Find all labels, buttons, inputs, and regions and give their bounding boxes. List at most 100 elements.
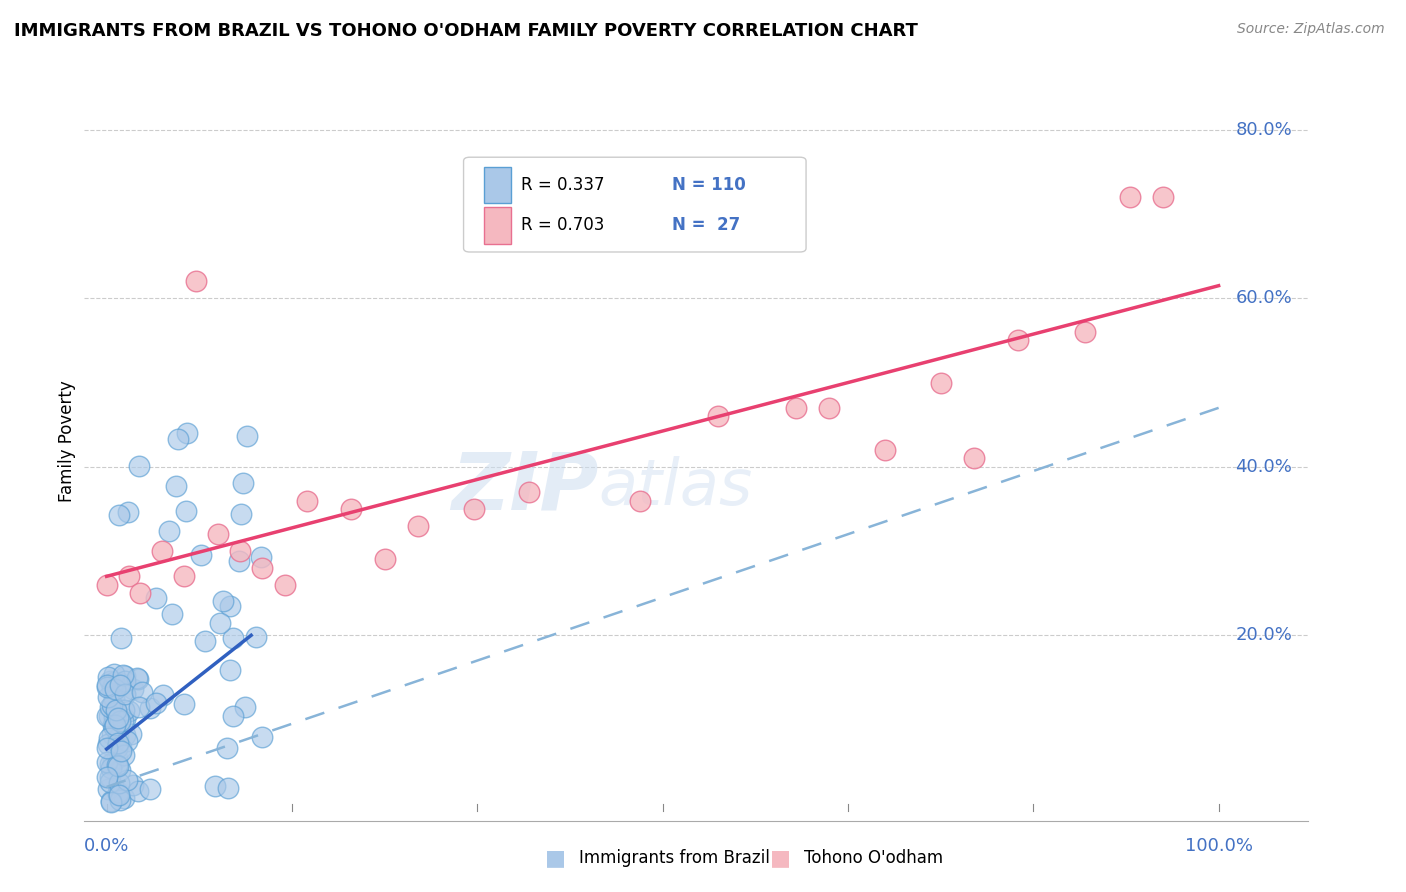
Point [160, 607, 183, 622]
Point [121, 681, 143, 696]
Point [190, 548, 212, 562]
Point [374, 552, 396, 566]
Point [963, 451, 986, 466]
Point [103, 675, 125, 690]
Point [139, 701, 162, 715]
Point [96, 770, 118, 784]
Point [108, 678, 131, 692]
Point [118, 569, 141, 583]
Point [929, 376, 952, 390]
Point [235, 699, 257, 714]
Point [228, 554, 250, 568]
Point [1152, 190, 1174, 204]
Point [127, 783, 149, 797]
Text: 100.0%: 100.0% [1185, 838, 1253, 855]
Text: R = 0.703: R = 0.703 [522, 217, 605, 235]
Point [218, 663, 240, 677]
Point [103, 667, 125, 681]
Point [98, 673, 121, 688]
Point [111, 668, 134, 682]
Point [785, 401, 807, 415]
Point [110, 740, 132, 755]
Text: N = 110: N = 110 [672, 177, 745, 194]
Point [101, 755, 124, 769]
Point [96, 755, 118, 769]
Point [232, 475, 254, 490]
Point [100, 700, 122, 714]
Point [105, 751, 128, 765]
Point [107, 787, 129, 801]
Point [107, 736, 129, 750]
Point [110, 631, 132, 645]
Point [463, 502, 485, 516]
Text: ■: ■ [770, 848, 790, 868]
Point [118, 704, 141, 718]
Point [252, 561, 274, 575]
Point [110, 763, 132, 777]
Point [101, 718, 124, 732]
Point [108, 714, 131, 729]
Point [108, 793, 131, 807]
Point [208, 615, 231, 630]
Point [217, 780, 239, 795]
Text: N =  27: N = 27 [672, 217, 740, 235]
Text: IMMIGRANTS FROM BRAZIL VS TOHONO O'ODHAM FAMILY POVERTY CORRELATION CHART: IMMIGRANTS FROM BRAZIL VS TOHONO O'ODHAM… [14, 22, 918, 40]
Point [406, 518, 429, 533]
Text: 60.0%: 60.0% [1236, 289, 1292, 308]
Point [129, 586, 152, 600]
Text: 80.0%: 80.0% [1236, 120, 1292, 139]
Point [97, 670, 120, 684]
Point [221, 631, 243, 645]
Point [112, 791, 135, 805]
FancyBboxPatch shape [484, 167, 512, 203]
Text: ZIP: ZIP [451, 448, 598, 526]
Point [96, 690, 118, 705]
Point [98, 757, 121, 772]
Point [628, 493, 651, 508]
Text: atlas: atlas [598, 456, 752, 518]
Point [97, 782, 120, 797]
Point [114, 712, 136, 726]
Text: ■: ■ [546, 848, 565, 868]
Point [104, 681, 127, 696]
Point [184, 275, 207, 289]
Point [112, 714, 135, 728]
Text: 0.0%: 0.0% [84, 838, 129, 855]
Point [101, 681, 124, 696]
Point [103, 709, 125, 723]
Point [96, 578, 118, 592]
Point [100, 727, 122, 741]
Point [273, 578, 295, 592]
Point [117, 505, 139, 519]
Point [103, 720, 125, 734]
Point [105, 740, 128, 755]
Point [1074, 325, 1097, 339]
Point [108, 508, 131, 522]
Point [117, 772, 139, 787]
Point [174, 504, 197, 518]
Text: 20.0%: 20.0% [1236, 626, 1292, 644]
Text: R = 0.337: R = 0.337 [522, 177, 605, 194]
Point [173, 569, 195, 583]
Point [114, 687, 136, 701]
Point [212, 594, 235, 608]
Point [194, 634, 217, 648]
Point [120, 727, 142, 741]
Point [250, 730, 273, 744]
Point [157, 524, 180, 538]
Point [98, 709, 121, 723]
Point [127, 671, 149, 685]
Point [100, 794, 122, 808]
Point [707, 409, 730, 424]
Point [112, 703, 135, 717]
Point [107, 711, 129, 725]
Point [114, 674, 136, 689]
Y-axis label: Family Poverty: Family Poverty [58, 381, 76, 502]
Point [114, 669, 136, 683]
Point [104, 718, 127, 732]
Point [145, 696, 167, 710]
Point [96, 741, 118, 756]
Point [108, 675, 131, 690]
Point [249, 550, 271, 565]
Point [221, 708, 243, 723]
